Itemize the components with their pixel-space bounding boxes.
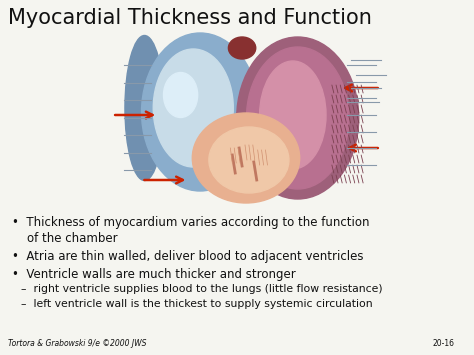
Text: –  left ventricle wall is the thickest to supply systemic circulation: – left ventricle wall is the thickest to… bbox=[21, 299, 373, 309]
Ellipse shape bbox=[260, 61, 326, 169]
Text: •  Thickness of myocardium varies according to the function: • Thickness of myocardium varies accordi… bbox=[12, 216, 369, 229]
Text: Tortora & Grabowski 9/e ©2000 JWS: Tortora & Grabowski 9/e ©2000 JWS bbox=[8, 339, 146, 348]
Text: –  right ventricle supplies blood to the lungs (little flow resistance): – right ventricle supplies blood to the … bbox=[21, 284, 383, 294]
Text: 20-16: 20-16 bbox=[433, 339, 455, 348]
Text: of the chamber: of the chamber bbox=[12, 232, 118, 245]
Ellipse shape bbox=[142, 33, 259, 191]
Ellipse shape bbox=[125, 36, 164, 180]
Text: •  Ventricle walls are much thicker and stronger: • Ventricle walls are much thicker and s… bbox=[12, 268, 295, 281]
Ellipse shape bbox=[246, 47, 349, 189]
Ellipse shape bbox=[237, 37, 359, 199]
Text: Myocardial Thickness and Function: Myocardial Thickness and Function bbox=[8, 8, 372, 28]
Ellipse shape bbox=[228, 37, 256, 59]
Ellipse shape bbox=[153, 49, 233, 167]
Ellipse shape bbox=[209, 127, 289, 193]
Ellipse shape bbox=[192, 113, 300, 203]
Text: •  Atria are thin walled, deliver blood to adjacent ventricles: • Atria are thin walled, deliver blood t… bbox=[12, 250, 363, 263]
Ellipse shape bbox=[164, 72, 198, 118]
